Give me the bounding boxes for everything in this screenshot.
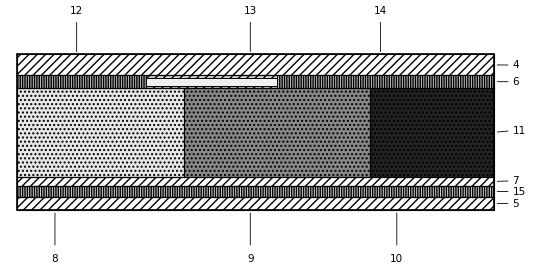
Text: 12: 12 xyxy=(70,6,83,16)
Text: 10: 10 xyxy=(390,254,403,264)
Text: 7: 7 xyxy=(512,176,519,186)
Bar xyxy=(184,88,370,177)
Bar xyxy=(17,75,146,88)
Bar xyxy=(277,75,494,88)
Bar xyxy=(17,177,494,186)
Text: 5: 5 xyxy=(512,198,519,208)
Text: 6: 6 xyxy=(512,77,519,87)
Text: 8: 8 xyxy=(52,254,58,264)
Bar xyxy=(17,55,494,75)
Bar xyxy=(146,78,277,86)
Bar xyxy=(17,88,184,177)
Bar xyxy=(17,55,494,210)
Text: 13: 13 xyxy=(244,6,257,16)
Text: 4: 4 xyxy=(512,60,519,70)
Text: 14: 14 xyxy=(374,6,387,16)
Text: 15: 15 xyxy=(512,187,526,197)
Bar xyxy=(17,186,494,197)
Text: 11: 11 xyxy=(512,126,526,136)
Bar xyxy=(17,197,494,210)
Bar xyxy=(370,88,494,177)
Text: 9: 9 xyxy=(247,254,254,264)
Bar xyxy=(17,75,494,88)
